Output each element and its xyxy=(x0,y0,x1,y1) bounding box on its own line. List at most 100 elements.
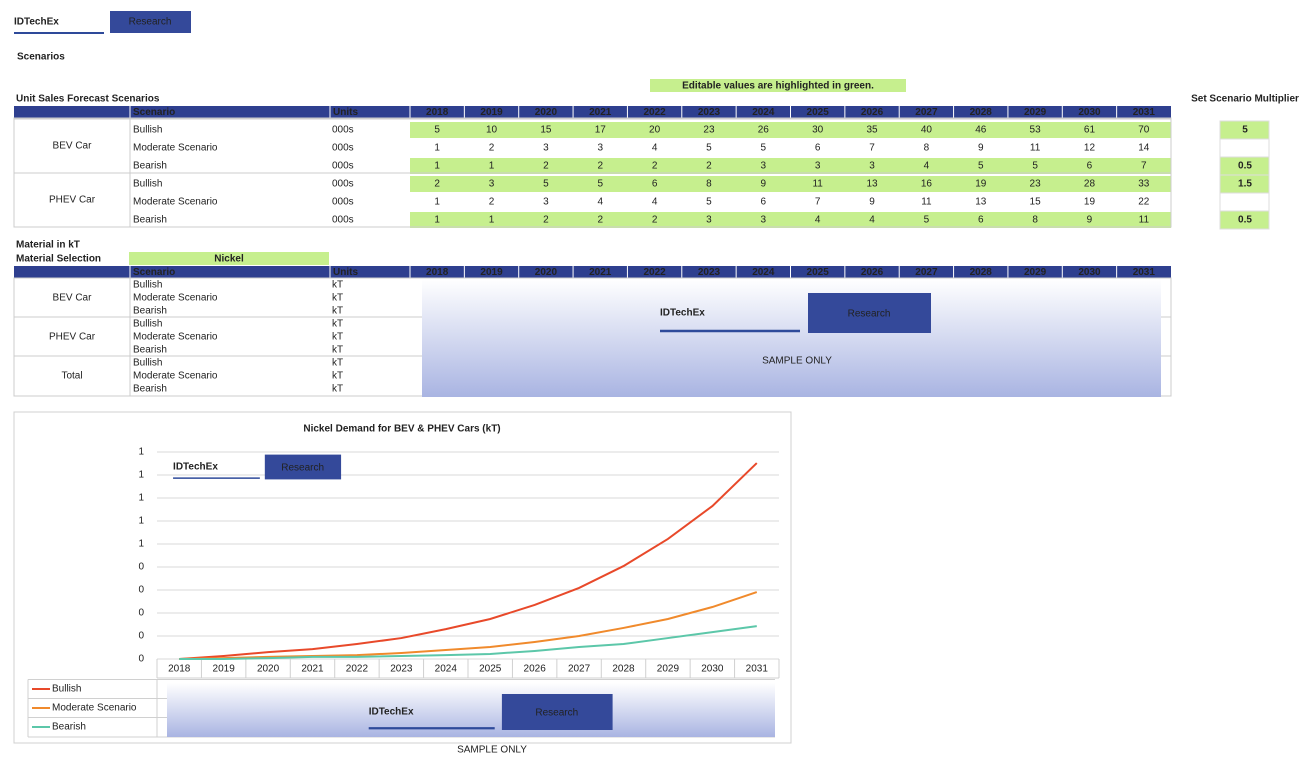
multiplier: 5 xyxy=(1242,125,1248,136)
column-header: 2019 xyxy=(480,107,503,118)
table-header xyxy=(14,266,1171,278)
scenario: Bearish xyxy=(133,345,167,356)
cell-value: 33 xyxy=(1138,179,1150,190)
cell-value: 53 xyxy=(1030,125,1042,136)
group-label: BEV Car xyxy=(53,293,93,304)
cell-value: 6 xyxy=(1087,161,1093,172)
cell-value: 5 xyxy=(924,215,930,226)
x-tick-label: 2023 xyxy=(390,664,413,675)
watermark-brand: IDTechEx xyxy=(369,707,414,718)
table-border xyxy=(13,117,1172,228)
group-label: BEV Car xyxy=(53,141,93,152)
units: 000s xyxy=(332,179,354,190)
x-tick-label: 2031 xyxy=(746,664,769,675)
units: kT xyxy=(332,345,343,356)
multiplier-cell xyxy=(1219,210,1270,230)
cell-value: 1 xyxy=(434,161,440,172)
cell-value: 9 xyxy=(761,179,767,190)
y-tick-label: 1 xyxy=(138,493,144,504)
cell-value: 16 xyxy=(921,179,933,190)
series-line xyxy=(179,591,758,660)
cell-value: 3 xyxy=(543,197,549,208)
cell-value: 11 xyxy=(1139,215,1150,226)
y-tick-label: 0 xyxy=(138,608,144,619)
scenario: Bullish xyxy=(133,319,162,330)
column-header: 2031 xyxy=(1133,267,1156,278)
cell-value: 22 xyxy=(1138,197,1150,208)
table-title: Material in kT xyxy=(16,240,80,251)
units: kT xyxy=(332,332,343,343)
cell-value: 9 xyxy=(978,143,984,154)
watermark-tag: Research xyxy=(281,463,324,474)
scenario: Moderate Scenario xyxy=(133,197,218,208)
cell-value: 46 xyxy=(975,125,987,136)
watermark-tag-box xyxy=(264,454,342,480)
cell-value: 11 xyxy=(812,179,823,190)
cell-value: 2 xyxy=(652,161,658,172)
y-tick-label: 0 xyxy=(138,562,144,573)
cell-value: 6 xyxy=(652,179,658,190)
column-header: 2028 xyxy=(970,107,993,118)
cell-value: 2 xyxy=(489,143,495,154)
units: kT xyxy=(332,358,343,369)
chart-title: Nickel Demand for BEV & PHEV Cars (kT) xyxy=(303,424,500,435)
column-header: 2025 xyxy=(807,107,830,118)
cell-value: 26 xyxy=(758,125,770,136)
cell-value: 2 xyxy=(489,197,495,208)
cell-value: 5 xyxy=(978,161,984,172)
column-header: 2024 xyxy=(752,267,775,278)
cell-value: 1 xyxy=(489,161,495,172)
units: 000s xyxy=(332,215,354,226)
x-tick-label: 2022 xyxy=(346,664,369,675)
column-header: 2024 xyxy=(752,107,775,118)
watermark-tag-box xyxy=(501,694,613,730)
cell-value: 6 xyxy=(978,215,984,226)
watermark-tag: Research xyxy=(848,309,891,320)
column-header: 2018 xyxy=(426,267,449,278)
y-tick-label: 0 xyxy=(138,654,144,665)
table-header xyxy=(14,106,1171,118)
scenario: Moderate Scenario xyxy=(133,332,218,343)
cell-value: 11 xyxy=(921,197,932,208)
scenario: Bearish xyxy=(133,384,167,395)
column-header: 2031 xyxy=(1133,107,1156,118)
column-header: Scenario xyxy=(133,267,175,278)
cell-value: 2 xyxy=(706,161,712,172)
x-tick-label: 2025 xyxy=(479,664,502,675)
column-header: 2022 xyxy=(643,267,666,278)
column-header: Scenario xyxy=(133,107,175,118)
y-tick-label: 0 xyxy=(138,631,144,642)
watermark-text: SAMPLE ONLY xyxy=(457,745,527,756)
cell-value: 12 xyxy=(1084,143,1096,154)
watermark-brand: IDTechEx xyxy=(660,308,705,319)
cell-value: 40 xyxy=(921,125,933,136)
y-tick-label: 1 xyxy=(138,516,144,527)
scenario: Bullish xyxy=(133,280,162,291)
cell-value: 3 xyxy=(815,161,821,172)
cell-value: 5 xyxy=(761,143,767,154)
editable-cells xyxy=(410,158,1171,174)
scenario: Bullish xyxy=(133,179,162,190)
cell-value: 1 xyxy=(489,215,495,226)
cell-value: 2 xyxy=(543,215,549,226)
cell-value: 1 xyxy=(434,143,440,154)
units: 000s xyxy=(332,125,354,136)
cell-value: 20 xyxy=(649,125,661,136)
scenario: Bullish xyxy=(133,358,162,369)
cell-value: 5 xyxy=(706,197,712,208)
cell-value: 19 xyxy=(975,179,987,190)
cell-value: 13 xyxy=(975,197,987,208)
editable-cells xyxy=(410,212,1171,228)
units: kT xyxy=(332,280,343,291)
cell-value: 5 xyxy=(543,179,549,190)
y-tick-label: 1 xyxy=(138,447,144,458)
scenario: Moderate Scenario xyxy=(133,143,218,154)
y-tick-label: 1 xyxy=(138,470,144,481)
page-title: Scenarios xyxy=(17,52,65,63)
cell-value: 8 xyxy=(924,143,930,154)
units: 000s xyxy=(332,143,354,154)
watermark-brand: IDTechEx xyxy=(173,462,218,473)
selection[interactable]: Nickel xyxy=(214,254,244,265)
cell-value: 2 xyxy=(597,215,603,226)
